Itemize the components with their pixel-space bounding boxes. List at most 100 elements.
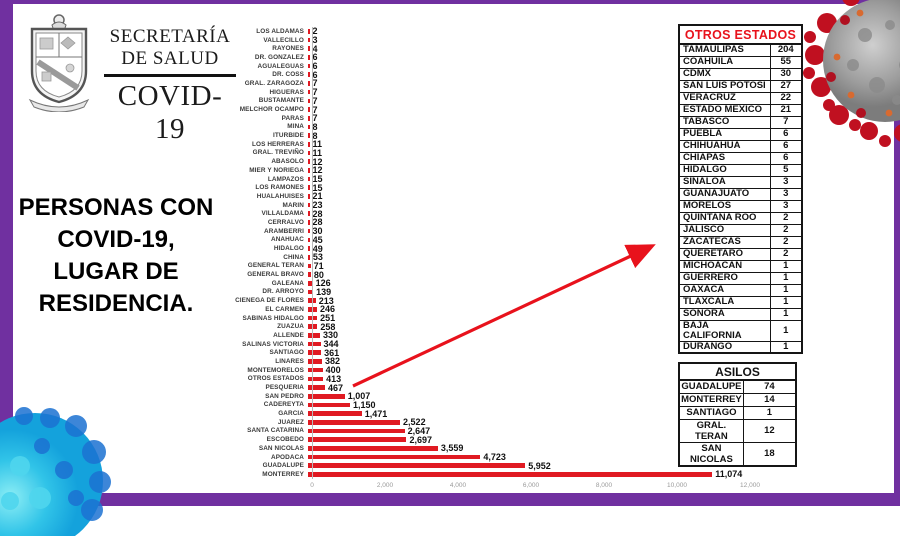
bar: [308, 272, 311, 277]
table-row: DURANGO 1: [678, 340, 803, 354]
chart-row: GRAL. TREVIÑO 11: [228, 147, 768, 158]
value-label: 213: [318, 295, 334, 306]
category-label: GARCIA: [278, 410, 304, 418]
value-label: 344: [323, 339, 339, 350]
category-label: SANTIAGO: [269, 349, 304, 357]
category-label: MONTERREY: [262, 470, 304, 478]
value-label: 7: [312, 87, 318, 98]
chart-row: ITURBIDE 8: [228, 131, 768, 140]
bar: [308, 185, 310, 191]
value-label: 139: [316, 286, 332, 297]
bar: [308, 89, 310, 95]
state-name: QUERETARO: [678, 247, 771, 261]
value-label: 12: [312, 156, 323, 167]
value-label: 2: [312, 26, 318, 37]
chart-row: OTROS ESTADOS 413: [228, 374, 768, 383]
value-label: 361: [324, 347, 340, 358]
bar: [308, 72, 310, 78]
x-tick-label: 8,000: [595, 482, 613, 489]
category-label: GENERAL TERAN: [247, 262, 304, 270]
category-label: SABINAS HIDALGO: [242, 314, 304, 322]
table-header-row: ASILOS: [678, 362, 797, 381]
virus-teal-icon: [0, 407, 111, 536]
table-header-row: OTROS ESTADOS: [678, 24, 803, 45]
table-row: SAN LUIS POTOSI 27: [678, 79, 803, 93]
chart-row: LOS RAMONES 15: [228, 183, 768, 192]
value-label: 467: [328, 382, 344, 393]
chart-row: HUALAHUISES 21: [228, 192, 768, 201]
bar: [308, 55, 310, 60]
category-label: SANTA CATARINA: [247, 427, 304, 435]
value-label: 3,559: [440, 443, 464, 454]
category-label: CHINA: [283, 253, 304, 261]
category-label: MELCHOR OCAMPO: [239, 106, 304, 114]
category-label: VALLECILLO: [263, 36, 304, 44]
chart-title-line: LUGAR DE: [53, 257, 179, 285]
state-name: MICHOACAN: [678, 259, 771, 273]
state-name: PUEBLA: [678, 127, 771, 141]
chart-row: APODACA 4,723: [228, 453, 768, 462]
value-label: 7: [312, 113, 318, 124]
chart-row: LAMPAZOS 15: [228, 175, 768, 184]
table-row: HIDALGO 5: [678, 163, 803, 177]
asilo-name: SANTIAGO: [678, 405, 744, 420]
category-label: PESQUERIA: [265, 384, 304, 392]
asilos-table: ASILOS GUADALUPE 74 MONTERREY 14 SANTIAGO 1 GR…: [678, 362, 797, 467]
table-row: TLAXCALA 1: [678, 295, 803, 309]
value-label: 6: [312, 52, 318, 63]
chart-row: DR. COSS 6: [228, 70, 768, 79]
value-label: 330: [323, 330, 339, 341]
category-label: SALINAS VICTORIA: [242, 340, 304, 348]
x-tick-label: 4,000: [449, 482, 467, 489]
value-label: 4,723: [483, 452, 506, 463]
state-name: SINALOA: [678, 175, 771, 189]
table-row: QUINTANA ROO 2: [678, 211, 803, 225]
table-row: CHIHUAHUA 6: [678, 139, 803, 153]
chart-row: ALLENDE 330: [228, 331, 768, 340]
chart-row: CADEREYTA 1,150: [228, 400, 768, 409]
value-label: 15: [312, 182, 323, 193]
agency-line2: DE SALUD: [121, 48, 219, 69]
state-count: 2: [769, 223, 803, 237]
category-label: ESCOBEDO: [266, 436, 304, 444]
chart-row: HIDALGO 49: [228, 244, 768, 253]
value-label: 7: [312, 95, 318, 106]
bar: [308, 228, 310, 234]
chart-row: SAN NICOLAS 3,559: [228, 444, 768, 453]
state-name: SONORA: [678, 307, 771, 321]
category-label: DR. GONZALEZ: [254, 53, 304, 61]
bar: [308, 472, 713, 477]
state-count: 1: [769, 295, 803, 309]
value-label: 7: [312, 104, 318, 115]
state-count: 2: [769, 211, 803, 225]
agency-line1: SECRETARÍA: [109, 26, 231, 47]
category-label: GALEANA: [271, 279, 304, 287]
chart-row: MONTERREY 11,074: [228, 470, 768, 479]
x-axis: 0 2,000 4,000 6,000 8,000 10,000 12,000: [310, 482, 762, 492]
table-row: CDMX 30: [678, 67, 803, 81]
value-label: 15: [312, 174, 323, 185]
x-tick-label: 0: [310, 482, 314, 489]
category-label: OTROS ESTADOS: [247, 375, 304, 383]
state-name: MORELOS: [678, 199, 771, 213]
x-tick-label: 2,000: [376, 482, 394, 489]
asilo-count: 12: [742, 418, 797, 443]
chart-row: PESQUERIA 467: [228, 383, 768, 392]
bar: [308, 246, 310, 251]
table-row: GRAL. TERAN 12: [678, 418, 797, 443]
state-count: 1: [769, 319, 803, 342]
value-label: 400: [325, 365, 341, 376]
chart-row: JUAREZ 2,522: [228, 418, 768, 427]
state-count: 2: [769, 247, 803, 261]
table-row: SANTIAGO 1: [678, 405, 797, 420]
state-name: GUERRERO: [678, 271, 771, 285]
table-row: TAMAULIPAS 204: [678, 43, 803, 57]
chart-row: ARAMBERRI 30: [228, 227, 768, 236]
value-label: 11: [312, 147, 323, 158]
category-label: JUAREZ: [277, 418, 304, 426]
y-axis-line: [312, 27, 313, 479]
bar: [308, 393, 345, 399]
chart-row: DR. GONZALEZ 6: [228, 53, 768, 62]
value-label: 49: [312, 243, 323, 254]
state-count: 3: [769, 187, 803, 201]
